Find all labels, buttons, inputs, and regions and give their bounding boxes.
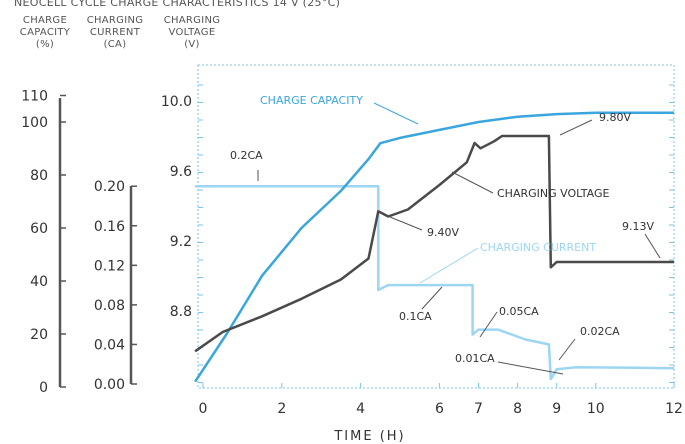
voltage-header-line-3: (V)	[184, 39, 200, 50]
annotation-9-13v: 9.13V	[622, 220, 654, 233]
current-tick-label: 0.16	[94, 219, 125, 235]
capacity-tick-label: 100	[21, 115, 48, 131]
capacity-tick-label: 60	[30, 221, 48, 237]
x-tick-label: 7	[474, 401, 483, 417]
annotation-charging-voltage: CHARGING VOLTAGE	[497, 187, 609, 200]
current-axis-header: CHARGING CURRENT (CA)	[87, 15, 144, 50]
current-tick-label: 0.00	[94, 377, 125, 393]
capacity-header-line-1: CHARGE	[23, 15, 67, 26]
annotation-0-2ca: 0.2CA	[230, 149, 263, 162]
annotation-leader-0-02ca	[558, 338, 576, 361]
current-header-line-3: (CA)	[104, 39, 127, 50]
annotation-charging-current: CHARGING CURRENT	[480, 241, 596, 254]
capacity-tick-label: 20	[30, 327, 48, 343]
series-line-charging-current	[195, 184, 675, 381]
capacity-header-line-2: CAPACITY	[20, 27, 71, 38]
x-tick-label: 9	[552, 401, 561, 417]
current-tick-label: 0.20	[94, 179, 125, 195]
annotation-leader-0-1ca	[421, 286, 443, 310]
voltage-header-line-2: VOLTAGE	[169, 27, 216, 38]
annotation-9-40v: 9.40V	[427, 226, 459, 239]
annotation-charge-capacity: CHARGE CAPACITY	[260, 94, 363, 107]
current-tick-label: 0.08	[94, 298, 125, 314]
current-tick-label: 0.04	[94, 337, 125, 353]
annotation-leader-charging-voltage	[451, 171, 494, 194]
annotation-leader-9-80v	[559, 119, 593, 136]
annotation-0-1ca: 0.1CA	[399, 310, 432, 323]
capacity-tick-label: 110	[21, 89, 48, 105]
voltage-tick-label: 10.0	[161, 94, 192, 110]
x-tick-label: 0	[199, 401, 208, 417]
annotation-0-05ca: 0.05CA	[499, 305, 539, 318]
capacity-header-line-3: (%)	[36, 39, 54, 50]
capacity-tick-label: 80	[30, 168, 48, 184]
voltage-tick-label: 9.6	[170, 164, 192, 180]
chart-title: NEOCELL CYCLE CHARGE CHARACTERISTICS 14 …	[14, 0, 340, 9]
x-tick-label: 10	[587, 401, 605, 417]
series-line-charging-voltage	[194, 134, 674, 353]
annotation-leader-charge-capacity	[373, 102, 419, 125]
series-layer	[194, 111, 675, 383]
annotation-leader-9-40v	[389, 216, 423, 231]
x-tick-label: 8	[513, 401, 522, 417]
annotation-leader-0-01ca	[497, 361, 564, 375]
annotation-9-80v: 9.80V	[599, 111, 631, 124]
axes-layer: 0204060801001100.000.040.080.120.160.208…	[21, 84, 683, 417]
current-tick-label: 0.12	[94, 258, 125, 274]
x-tick-label: 6	[435, 401, 444, 417]
voltage-axis-header: CHARGING VOLTAGE (V)	[164, 15, 221, 50]
current-header-line-2: CURRENT	[90, 27, 141, 38]
x-tick-label: 4	[356, 401, 365, 417]
annotation-0-02ca: 0.02CA	[580, 325, 620, 338]
x-tick-label: 2	[277, 401, 286, 417]
voltage-tick-label: 9.2	[170, 234, 192, 250]
current-header-line-1: CHARGING	[87, 15, 144, 26]
voltage-header-line-1: CHARGING	[164, 15, 221, 26]
plot-frame	[197, 64, 675, 389]
annotation-leader-0-05ca	[479, 311, 498, 338]
x-axis-title: TIME (H)	[333, 429, 405, 444]
series-line-charge-capacity	[194, 111, 674, 383]
capacity-tick-label: 40	[30, 274, 48, 290]
voltage-tick-label: 8.8	[170, 304, 192, 320]
annotation-0-01ca: 0.01CA	[455, 352, 495, 365]
x-tick-label: 12	[665, 401, 683, 417]
annotation-layer: CHARGE CAPACITY CHARGING VOLTAGE CHARGING …	[230, 94, 661, 375]
annotation-leader-charging-current	[419, 247, 479, 284]
capacity-tick-label: 0	[39, 380, 48, 396]
capacity-axis-header: CHARGE CAPACITY (%)	[20, 15, 71, 50]
annotation-leader-9-13v	[644, 233, 661, 259]
